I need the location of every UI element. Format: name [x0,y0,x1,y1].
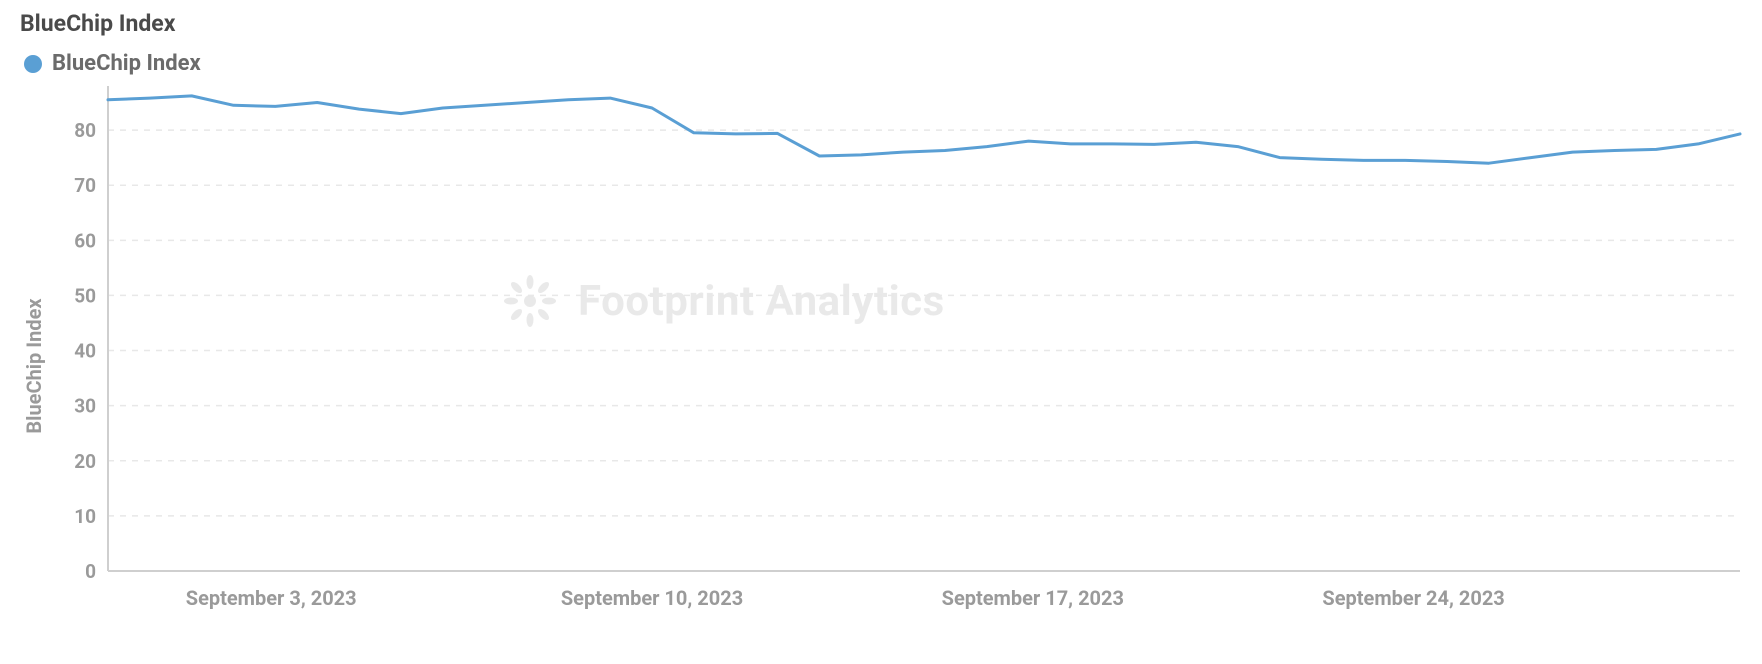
svg-text:10: 10 [74,505,96,528]
svg-text:September 17, 2023: September 17, 2023 [942,586,1124,610]
svg-text:September 24, 2023: September 24, 2023 [1322,586,1504,610]
chart-svg: 0 10 20 30 40 50 60 70 80 September 3, 2023 Septem… [20,86,1742,646]
svg-text:80: 80 [74,119,96,142]
legend: BlueChip Index [20,51,1742,76]
svg-text:70: 70 [74,174,96,197]
svg-text:September 10, 2023: September 10, 2023 [561,586,743,610]
chart-title: BlueChip Index [20,10,1742,37]
chart-area: BlueChip Index Footprint Analytics 01020… [20,86,1742,646]
svg-text:60: 60 [74,229,96,252]
legend-marker-icon [24,55,42,73]
svg-text:0: 0 [85,560,96,583]
svg-text:40: 40 [74,340,96,363]
svg-text:September 3, 2023: September 3, 2023 [186,586,357,610]
svg-text:20: 20 [74,450,96,473]
svg-text:50: 50 [74,284,96,307]
svg-text:30: 30 [74,395,96,418]
legend-label: BlueChip Index [52,51,201,76]
